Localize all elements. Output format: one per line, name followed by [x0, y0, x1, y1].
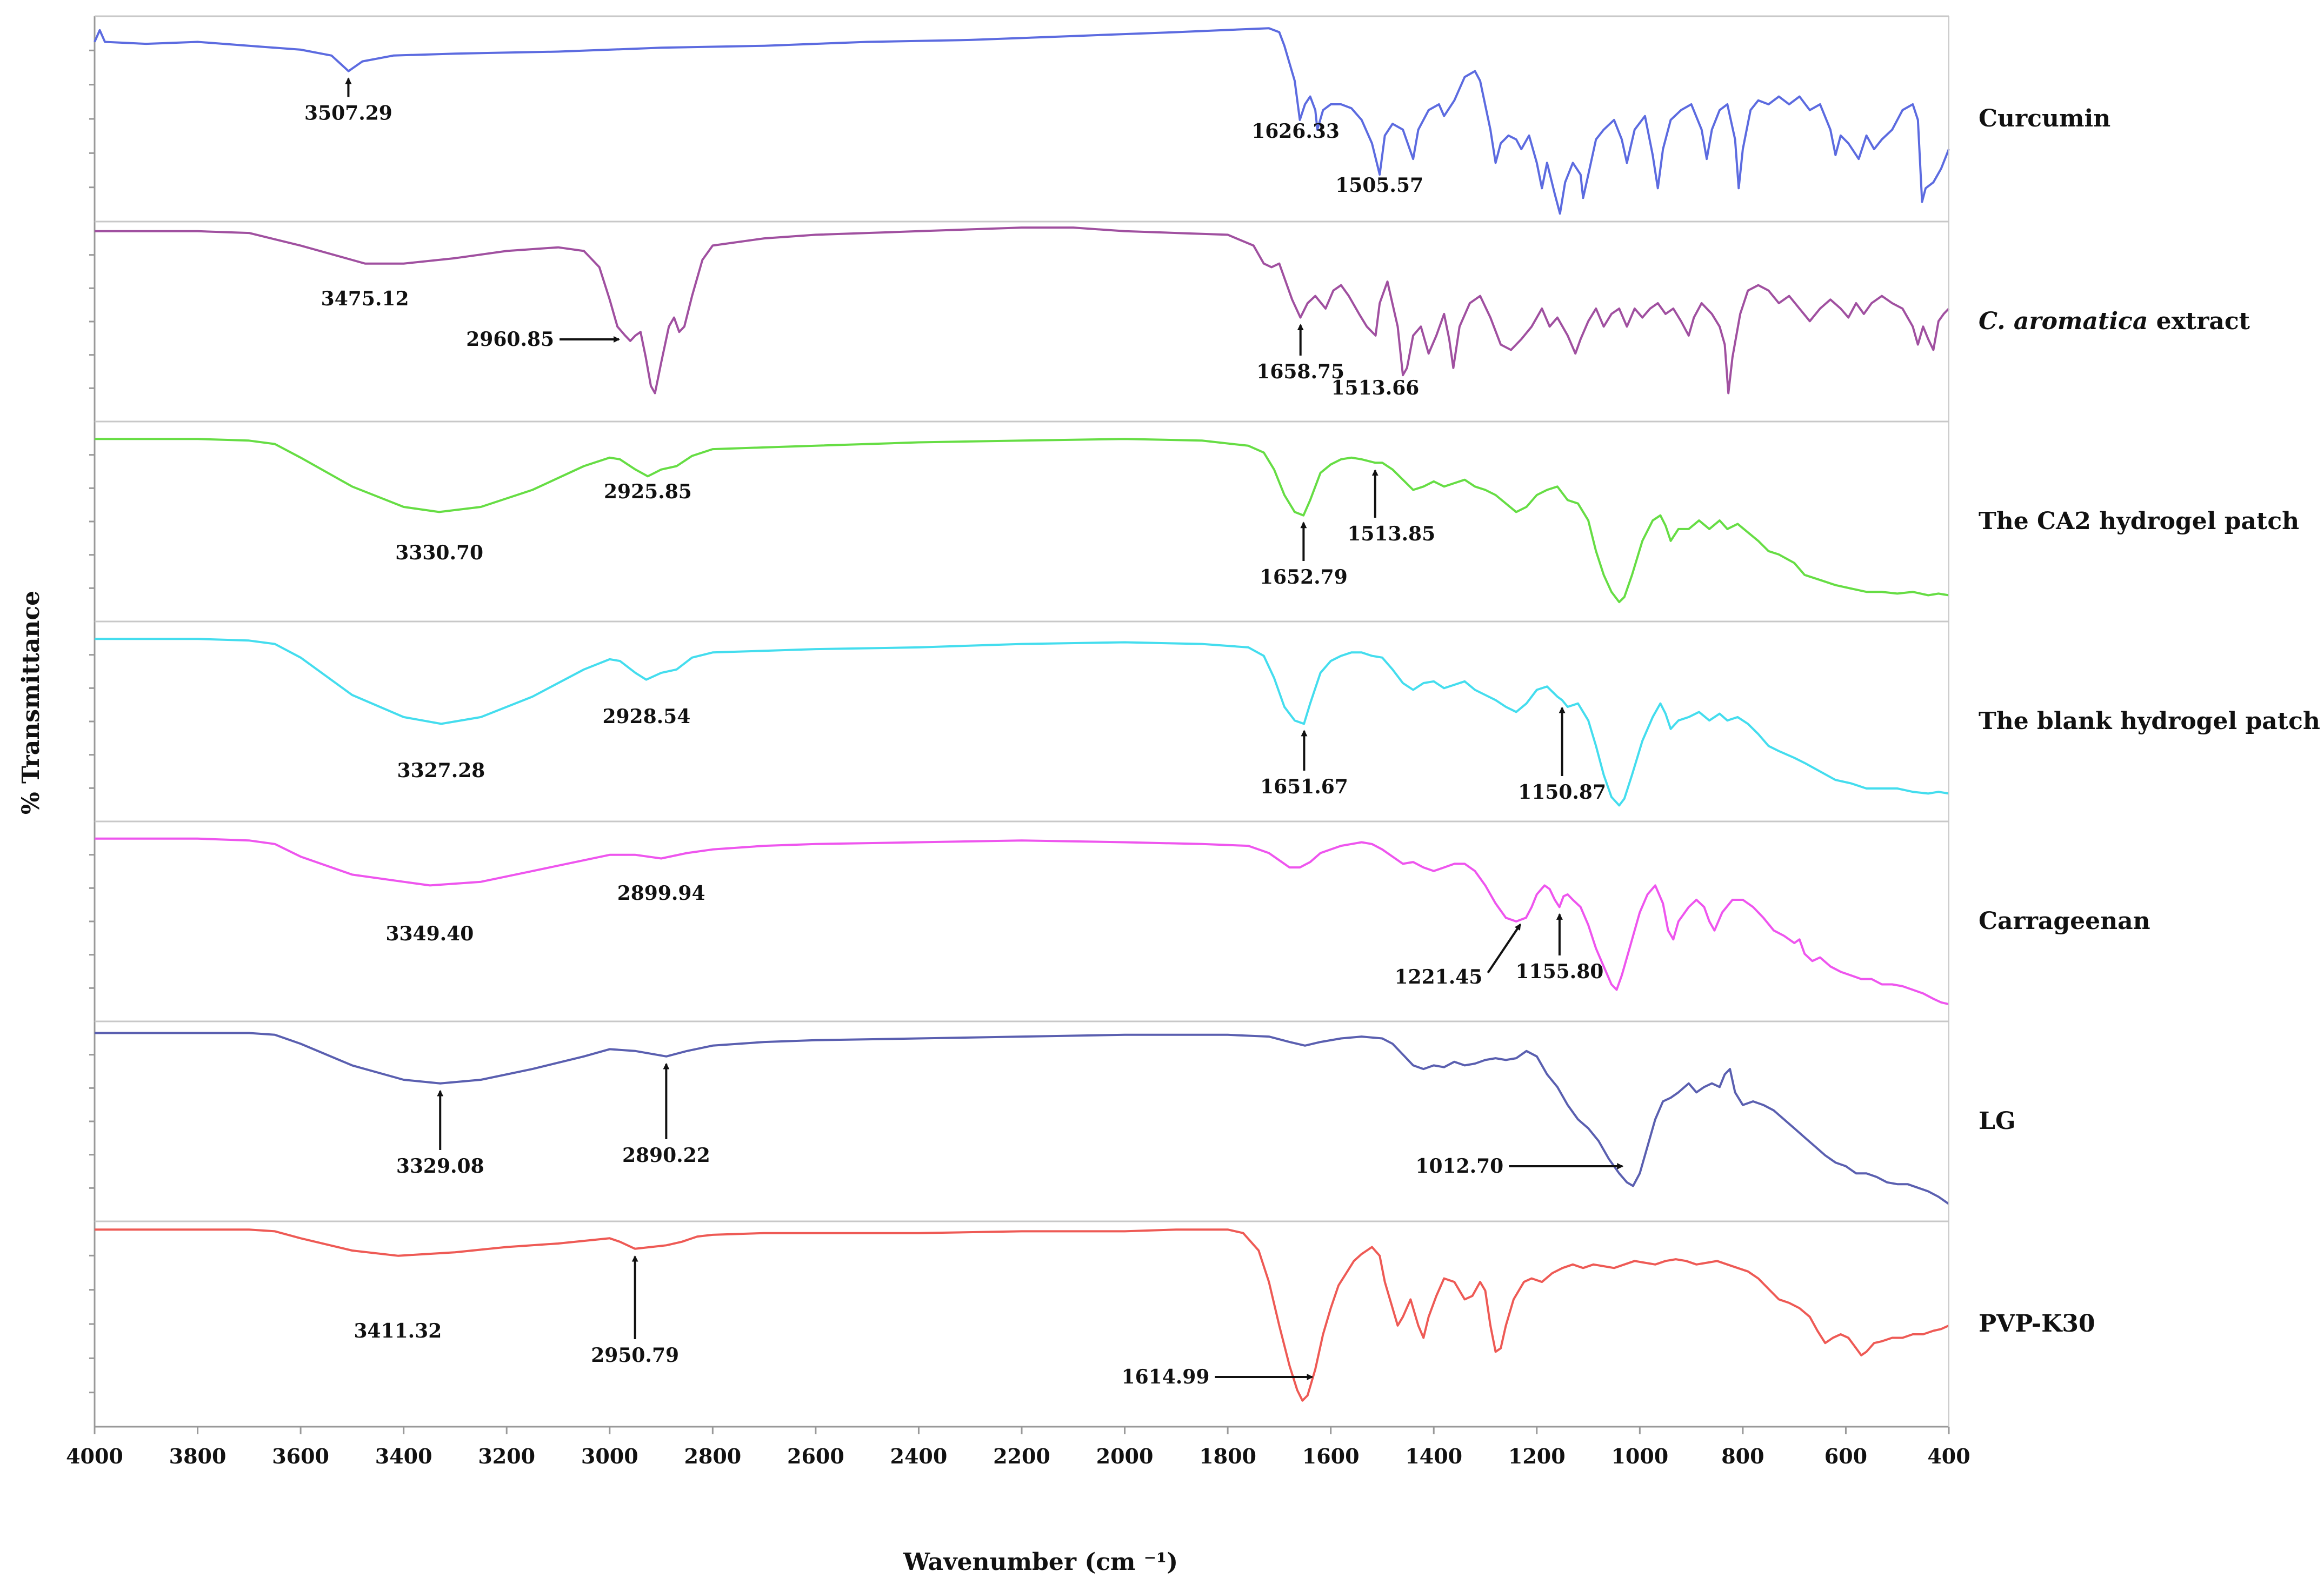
- x-tick-label: 1800: [1199, 1444, 1256, 1468]
- x-tick-label: 4000: [66, 1444, 123, 1468]
- x-tick-label: 1400: [1405, 1444, 1462, 1468]
- x-tick-label: 2800: [684, 1444, 741, 1468]
- x-tick-label: 2000: [1096, 1444, 1154, 1468]
- x-tick-label: 800: [1721, 1444, 1764, 1468]
- x-tick-label: 400: [1927, 1444, 1970, 1468]
- peak-label: 1651.67: [1260, 776, 1348, 798]
- spectrum-line-1: [94, 27, 1950, 215]
- peak-label: 2960.85: [466, 328, 554, 351]
- peak-label: 1012.70: [1415, 1155, 1503, 1178]
- spectrum-line-3: [95, 438, 1949, 604]
- x-tick-label: 3600: [272, 1444, 329, 1468]
- peak-label: 3349.40: [385, 922, 474, 945]
- peak-label: 1150.87: [1518, 781, 1606, 804]
- x-tick-label: 2600: [787, 1444, 844, 1468]
- x-axis-title: Wavenumber (cm ⁻¹): [903, 1548, 1178, 1576]
- x-tick-label: 1000: [1611, 1444, 1668, 1468]
- x-tick-label: 3400: [375, 1444, 432, 1468]
- panel-5: Carrageenan 3349.40 2899.94 1221.45 1155.80: [89, 820, 2150, 1021]
- panel-1: Curcumin 3507.29 1626.33 1505.57: [89, 15, 2110, 222]
- y-axis-title: % Transmittance: [17, 591, 45, 814]
- series-name-part: The CA2 hydrogel patch: [1979, 507, 2299, 535]
- peak-label: 3475.12: [321, 288, 409, 310]
- series-name-6: LG: [1979, 1107, 2016, 1135]
- x-tick-label: 1200: [1508, 1444, 1566, 1468]
- peak-label: 1221.45: [1395, 966, 1483, 988]
- peak-label: 1513.85: [1347, 523, 1435, 545]
- series-name-2: C. aromatica extract: [1979, 307, 2250, 335]
- panels-layer: Curcumin 3507.29 1626.33 1505.57 C. aromatic…: [89, 15, 2320, 1427]
- peak-label: 1626.33: [1251, 120, 1340, 143]
- series-name-part: Curcumin: [1979, 105, 2110, 132]
- x-tick-label: 2200: [993, 1444, 1050, 1468]
- series-name-part: PVP-K30: [1979, 1310, 2095, 1338]
- peak-label: 1155.80: [1515, 960, 1603, 983]
- spectrum-line-5: [95, 837, 1949, 1006]
- series-name-part: LG: [1979, 1107, 2016, 1135]
- x-axis: 4000 3800 3600 3400 3200 3000 2800 2600 2400 2200…: [66, 16, 1970, 1468]
- series-name-1: Curcumin: [1979, 105, 2110, 132]
- peak-label: 2925.85: [604, 480, 692, 503]
- series-name-5: Carrageenan: [1979, 907, 2150, 935]
- panel-2: C. aromatica extract 3475.12 2960.85 1658.7…: [89, 220, 2250, 422]
- peak-label: 2899.94: [617, 882, 705, 905]
- series-name-7: PVP-K30: [1979, 1310, 2095, 1338]
- series-name-4: The blank hydrogel patch: [1979, 707, 2320, 735]
- spectrum-line-4: [95, 638, 1949, 807]
- series-name-part: Carrageenan: [1979, 907, 2150, 935]
- x-tick-label: 1600: [1302, 1444, 1360, 1468]
- peak-label: 2928.54: [602, 705, 690, 728]
- series-name-part: extract: [2148, 307, 2250, 335]
- peak-label: 2950.79: [591, 1344, 679, 1367]
- peak-label: 3330.70: [395, 542, 483, 564]
- panel-3: The CA2 hydrogel patch 3330.70 2925.85 1652…: [89, 420, 2299, 621]
- x-tick-label: 3000: [581, 1444, 638, 1468]
- peak-label: 3411.32: [354, 1320, 442, 1342]
- x-tick-label: 2400: [890, 1444, 948, 1468]
- spectrum-line-6: [95, 1032, 1950, 1205]
- panel-4: The blank hydrogel patch 3327.28 2928.54 16…: [89, 620, 2320, 821]
- peak-label: 3329.08: [396, 1155, 484, 1178]
- annotation-arrow: [1487, 923, 1522, 974]
- series-name-part: The blank hydrogel patch: [1979, 707, 2320, 735]
- panel-6: LG 3329.08 2890.22 1012.70: [89, 1020, 2016, 1221]
- peak-label: 3327.28: [397, 759, 485, 782]
- peak-label: 2890.22: [622, 1144, 710, 1167]
- peak-label: 1505.57: [1335, 174, 1423, 197]
- x-tick-label: 3800: [169, 1444, 227, 1468]
- peak-label: 1658.75: [1256, 360, 1344, 383]
- series-name-part: C. aromatica: [1979, 307, 2148, 335]
- series-name-3: The CA2 hydrogel patch: [1979, 507, 2299, 535]
- panel-7: PVP-K30 3411.32 2950.79 1614.99: [89, 1220, 2095, 1427]
- peak-label: 1652.79: [1260, 566, 1348, 589]
- spectrum-line-2: [95, 226, 1950, 395]
- peak-label: 1513.66: [1331, 377, 1420, 399]
- peak-label: 3507.29: [304, 102, 392, 124]
- peak-label: 1614.99: [1122, 1366, 1210, 1388]
- x-tick-label: 3200: [478, 1444, 535, 1468]
- spectrum-line-7: [95, 1228, 1949, 1402]
- x-tick-label: 600: [1824, 1444, 1867, 1468]
